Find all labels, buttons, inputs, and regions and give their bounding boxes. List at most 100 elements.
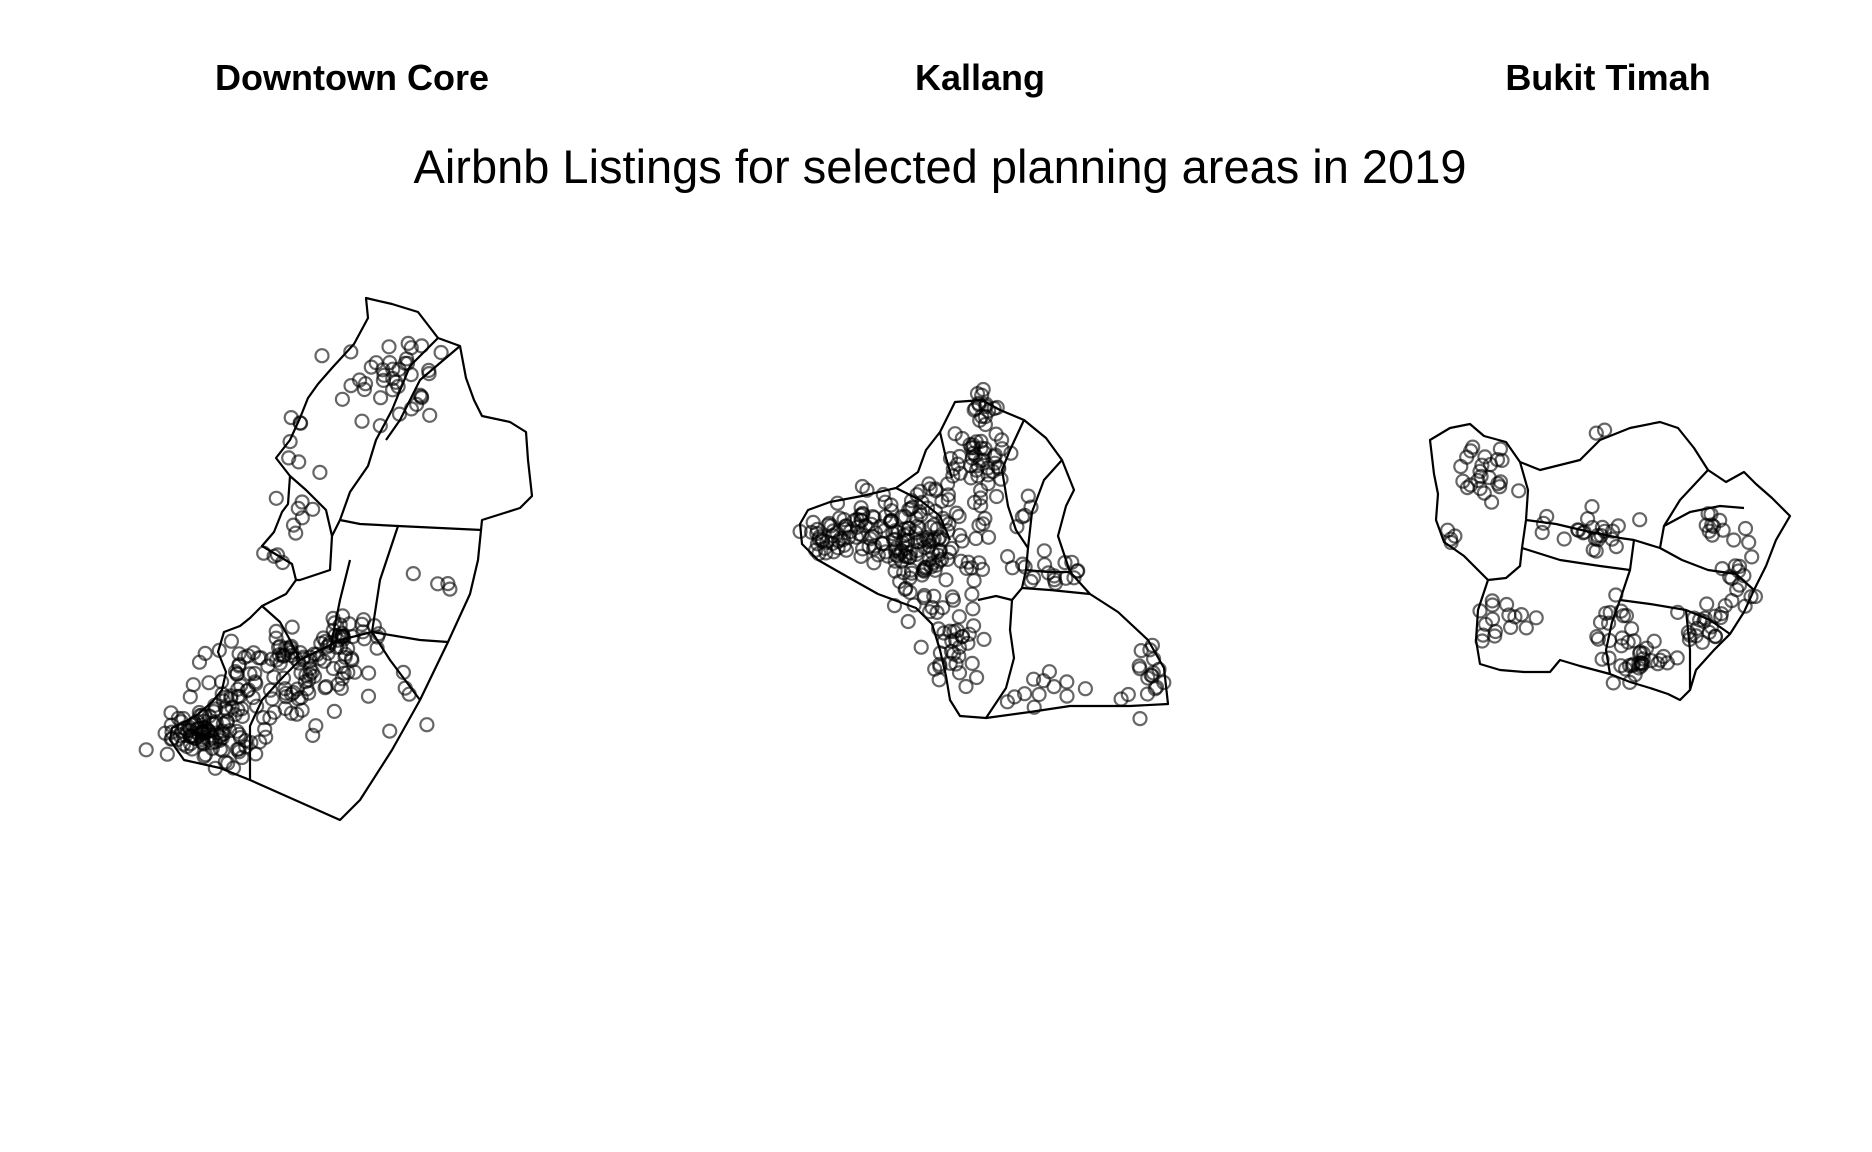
listing-point: [1613, 603, 1629, 619]
listing-point: [305, 501, 321, 517]
listing-point: [366, 617, 382, 634]
listing-point: [886, 597, 903, 614]
listing-point: [1058, 570, 1074, 586]
listing-point: [403, 367, 419, 383]
listing-point: [1443, 531, 1459, 547]
listing-point: [929, 604, 945, 621]
listing-point: [1139, 686, 1156, 702]
listing-point: [932, 645, 949, 661]
listing-point: [1502, 619, 1519, 636]
listing-point: [262, 682, 279, 698]
listing-point: [256, 545, 272, 561]
listing-point: [369, 640, 385, 656]
listing-point: [916, 590, 932, 606]
listing-point: [403, 340, 419, 356]
listing-point: [958, 678, 974, 695]
listing-point: [954, 533, 970, 549]
listing-point: [951, 665, 968, 681]
listing-point: [1439, 522, 1456, 538]
listing-point: [191, 654, 208, 670]
listing-point: [1670, 604, 1686, 621]
listing-point: [268, 630, 284, 646]
listing-point: [403, 401, 419, 417]
listing-point: [980, 529, 997, 545]
listing-point: [231, 726, 247, 742]
listing-point: [965, 618, 982, 634]
listing-point: [246, 645, 262, 661]
listing-point: [1113, 691, 1129, 707]
listing-point: [1492, 474, 1509, 490]
listing-point: [859, 482, 875, 498]
listing-point: [272, 655, 288, 671]
listing-point: [1046, 678, 1062, 695]
listing-point: [823, 518, 839, 534]
kallang-outline: [798, 398, 1170, 720]
listing-points-bukit-timah: [1439, 422, 1764, 691]
listing-point: [1156, 674, 1172, 691]
listing-point: [1652, 652, 1668, 668]
listing-point: [343, 378, 359, 394]
listing-point: [1465, 439, 1481, 455]
listing-point: [912, 483, 928, 499]
listing-point: [1009, 519, 1025, 535]
listing-point: [1475, 627, 1491, 643]
listing-point: [368, 355, 384, 371]
listing-point: [277, 681, 293, 697]
listing-point: [1747, 588, 1764, 605]
listing-point: [1741, 534, 1757, 551]
listing-point: [848, 529, 865, 545]
listing-point: [1472, 603, 1488, 619]
listing-point: [354, 413, 370, 429]
listing-point: [1707, 608, 1723, 624]
listing-point: [1699, 596, 1715, 612]
panel-title-downtown-core: Downtown Core: [215, 57, 489, 98]
listing-point: [288, 525, 304, 541]
listing-point: [335, 608, 351, 624]
listing-point: [381, 339, 397, 355]
listing-point: [1020, 488, 1036, 504]
listing-point: [948, 505, 965, 521]
listing-point: [951, 508, 967, 525]
listing-point: [343, 344, 359, 360]
listing-point: [290, 691, 307, 707]
listing-point: [247, 665, 263, 682]
listing-point: [1626, 633, 1642, 649]
listing-point: [1726, 532, 1742, 548]
listing-point: [363, 359, 379, 375]
listing-point: [382, 723, 398, 739]
listing-point: [178, 727, 194, 744]
listing-point: [1705, 518, 1722, 535]
listing-point: [251, 650, 267, 666]
listing-point: [272, 638, 288, 654]
listing-point: [970, 395, 987, 411]
downtown-subzone-line: [248, 605, 302, 780]
listing-point: [305, 727, 321, 744]
listing-point: [308, 718, 324, 734]
listing-point: [965, 601, 981, 617]
listing-point: [1669, 650, 1685, 666]
listing-point: [294, 510, 310, 526]
bukit-timah-subzone-line: [1658, 469, 1755, 591]
listing-point: [1608, 587, 1624, 603]
listing-point: [231, 646, 247, 662]
listing-point: [284, 619, 300, 635]
listing-point: [334, 671, 350, 687]
listing-point: [207, 760, 223, 776]
listing-point: [282, 434, 298, 450]
listing-point: [921, 476, 937, 492]
listing-point: [302, 649, 318, 665]
listing-point: [337, 649, 353, 665]
listing-point: [211, 642, 227, 659]
listing-point: [974, 561, 991, 578]
main-title: Airbnb Listings for selected planning ar…: [413, 140, 1467, 193]
listing-point: [854, 478, 871, 495]
listing-point: [225, 760, 242, 776]
listing-point: [357, 376, 374, 392]
listing-point: [1026, 699, 1042, 715]
listing-point: [938, 572, 954, 588]
listing-point: [317, 680, 333, 696]
kallang-subzone-line: [1026, 459, 1063, 549]
listing-point: [923, 559, 939, 575]
listing-point: [1059, 688, 1075, 704]
listing-point: [940, 492, 956, 508]
